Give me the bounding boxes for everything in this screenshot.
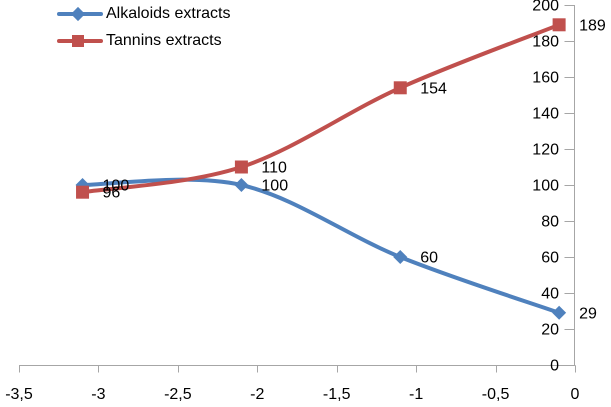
diamond-marker-icon xyxy=(552,305,567,320)
legend-label-alkaloids: Alkaloids extracts xyxy=(106,4,231,22)
x-tick-label: -2 xyxy=(250,386,264,403)
y-tick-label: 180 xyxy=(532,34,559,51)
y-tick-label: 0 xyxy=(550,358,559,375)
diamond-marker-icon xyxy=(234,178,249,192)
series-alkaloids-extracts xyxy=(75,177,567,320)
square-marker-icon xyxy=(76,185,90,199)
square-marker-icon xyxy=(234,160,248,174)
data-label: 96 xyxy=(103,185,121,202)
axes xyxy=(19,5,576,373)
series-line-tannins-extracts xyxy=(80,22,562,195)
y-tick-label: 80 xyxy=(541,214,559,231)
data-label: 60 xyxy=(420,250,438,267)
x-tick-label: -3 xyxy=(91,386,105,403)
series-tannins-extracts xyxy=(76,18,566,199)
series-line-alkaloids-extracts xyxy=(80,177,562,315)
square-marker-icon xyxy=(393,81,407,95)
legend-label-tannins: Tannins extracts xyxy=(106,31,222,49)
data-label: 189 xyxy=(579,17,606,34)
x-tick-label: -3,5 xyxy=(5,386,33,403)
y-tick-label: 200 xyxy=(532,0,559,15)
y-tick-label: 140 xyxy=(532,106,559,123)
legend-item-tannins-extracts: Tannins extracts xyxy=(57,27,231,54)
data-labels: 96 110 154 189 xyxy=(103,17,606,201)
y-tick-label: 20 xyxy=(541,322,559,339)
legend-item-alkaloids-extracts: Alkaloids extracts xyxy=(57,0,231,27)
data-label: 110 xyxy=(261,160,287,177)
data-labels: 100 100 60 29 xyxy=(103,178,597,323)
square-marker-icon xyxy=(72,34,84,47)
x-tick-label: -1 xyxy=(409,386,423,403)
y-tick-label: 160 xyxy=(532,70,559,87)
y-tick-label: 60 xyxy=(541,250,559,267)
y-tick-label: 120 xyxy=(532,142,559,159)
x-tick-label: -0,5 xyxy=(482,386,510,403)
diamond-marker-icon xyxy=(70,6,86,21)
x-tick-label: -2,5 xyxy=(164,386,192,403)
alkaloids-series-swatch xyxy=(57,6,103,22)
legend: Alkaloids extracts Tannins extracts xyxy=(57,0,231,54)
y-tick-label: 40 xyxy=(541,286,559,303)
x-tick-label: -1,5 xyxy=(323,386,351,403)
data-label: 100 xyxy=(103,178,130,195)
square-marker-icon xyxy=(552,18,566,32)
tannins-series-swatch xyxy=(57,33,103,49)
data-label: 154 xyxy=(420,80,447,97)
x-tick-label: 0 xyxy=(571,386,580,403)
axis-labels: -3,5 -3 -2,5 -2 -1,5 -1 -0,5 00 20 40 60 80 100 120 14… xyxy=(5,0,579,403)
data-label: 29 xyxy=(579,305,597,322)
y-tick-label: 100 xyxy=(532,178,559,195)
diamond-marker-icon xyxy=(393,250,408,264)
data-label: 100 xyxy=(261,178,288,195)
